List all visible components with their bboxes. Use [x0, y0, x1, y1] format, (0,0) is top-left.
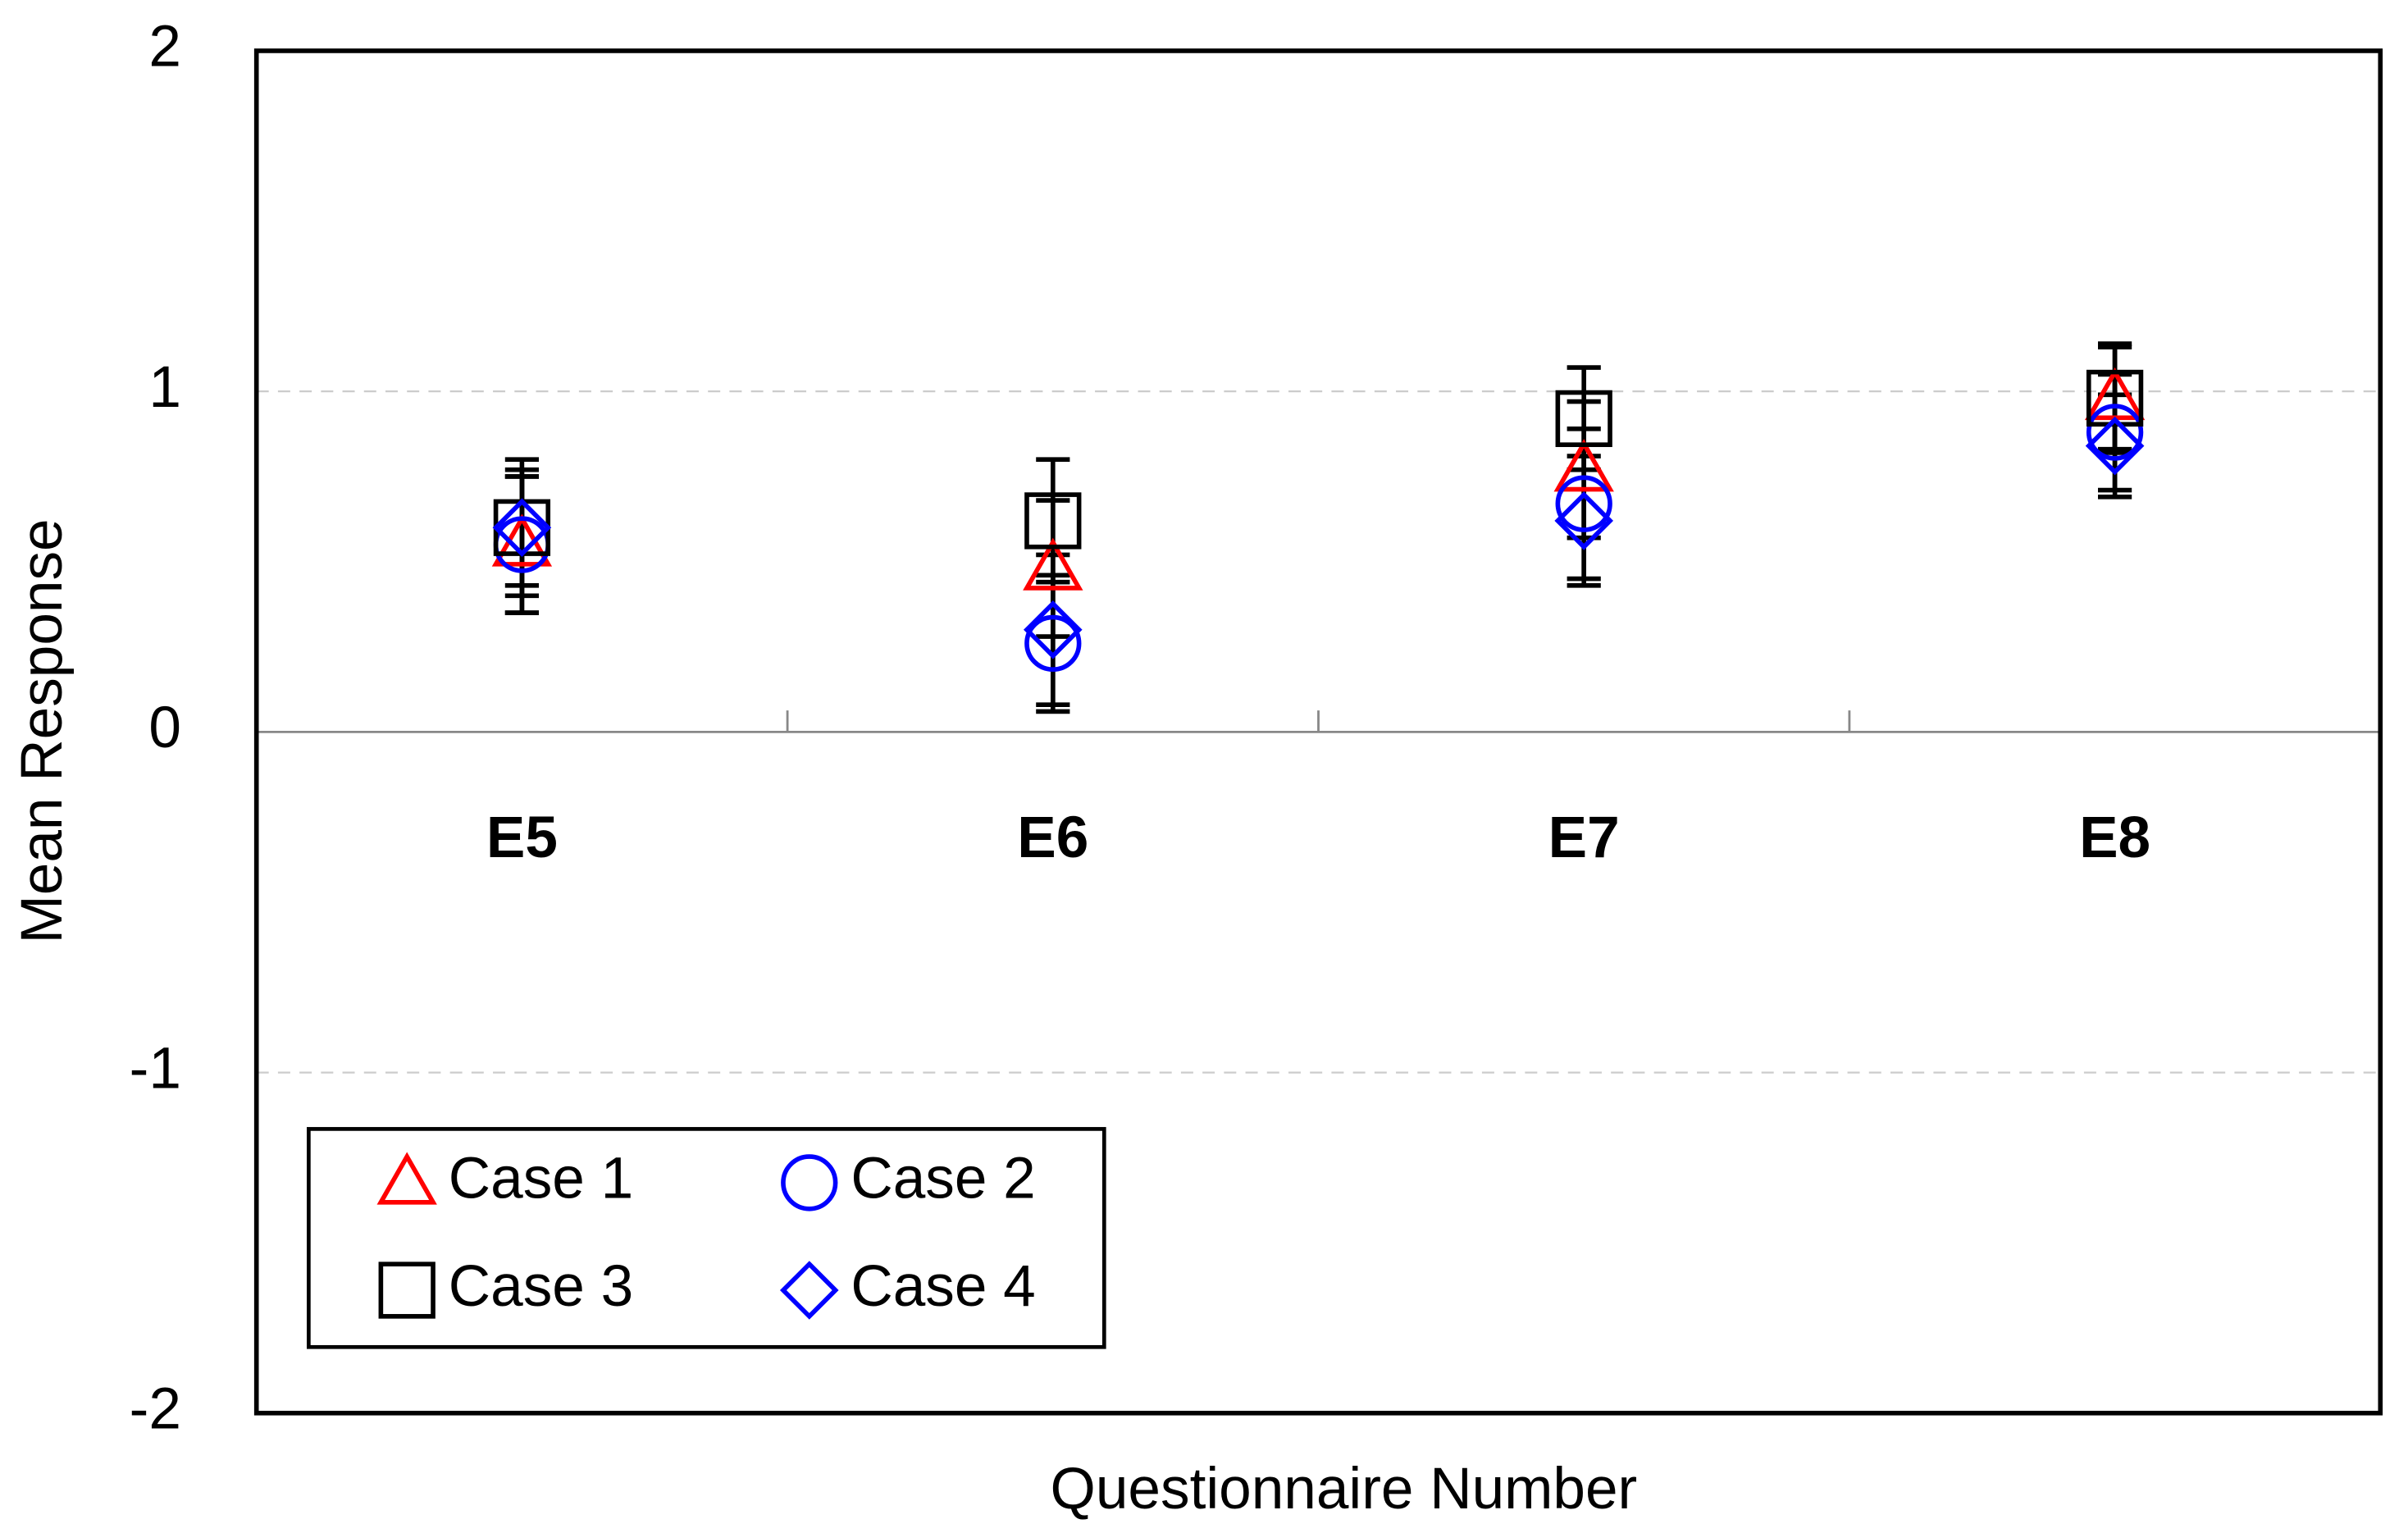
- y-tick-label: 1: [148, 355, 181, 420]
- data-point: [1023, 537, 1083, 591]
- x-tick-label: E8: [2079, 805, 2150, 870]
- y-tick-label: -1: [130, 1036, 181, 1101]
- y-axis-label: Mean Response: [10, 518, 75, 943]
- data-point: [1553, 439, 1614, 492]
- y-tick-label: 0: [148, 696, 181, 760]
- data-point: [1024, 492, 1082, 550]
- legend-marker: [378, 1262, 436, 1319]
- data-point: [492, 498, 552, 558]
- data-point: [1555, 390, 1612, 448]
- legend-box: [307, 1127, 1106, 1349]
- legend-marker: [779, 1261, 839, 1320]
- x-axis-label: Questionnaire Number: [1051, 1457, 1638, 1522]
- legend-marker: [376, 1152, 437, 1205]
- data-point: [1554, 491, 1614, 550]
- legend-label: Case 2: [851, 1147, 1035, 1211]
- error-bar: [1036, 552, 1070, 707]
- legend-marker: [781, 1154, 838, 1211]
- x-tick-label: E7: [1548, 805, 1620, 870]
- data-point: [1023, 600, 1083, 659]
- data-point: [2086, 369, 2144, 427]
- legend-label: Case 3: [449, 1254, 633, 1319]
- x-tick-label: E5: [486, 805, 558, 870]
- y-tick-label: -2: [130, 1377, 181, 1442]
- data-point: [2085, 416, 2145, 476]
- data-point: [1024, 614, 1082, 673]
- x-tick-label: E6: [1017, 805, 1088, 870]
- legend-label: Case 4: [851, 1254, 1035, 1319]
- plot-frame: [253, 48, 2383, 1416]
- data-point: [2086, 404, 2144, 461]
- data-point: [1555, 475, 1612, 532]
- error-bar: [504, 457, 539, 599]
- y-tick-label: 2: [148, 15, 181, 80]
- legend-label: Case 1: [449, 1147, 633, 1211]
